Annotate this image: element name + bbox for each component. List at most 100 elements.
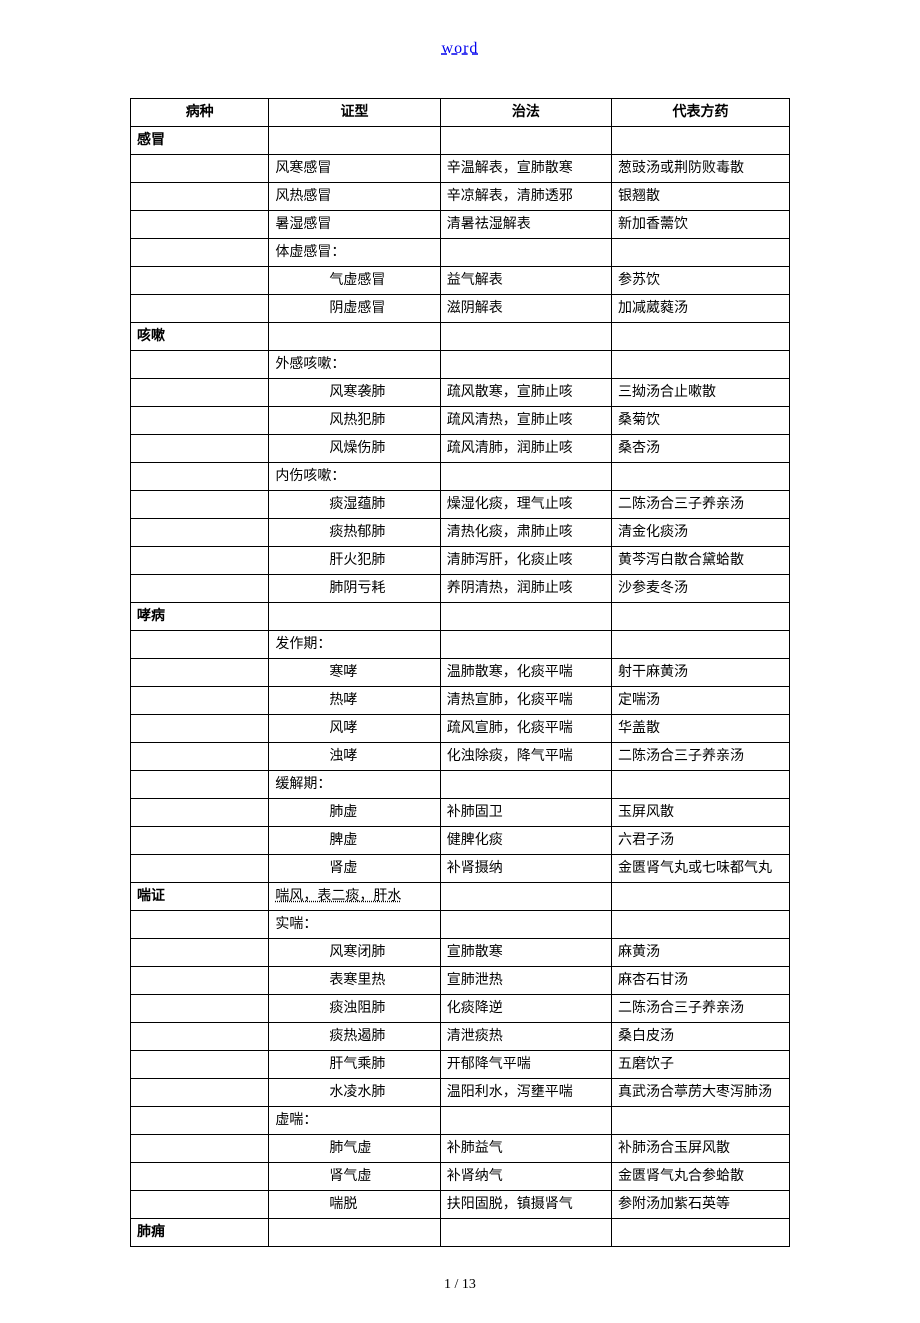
cell-treatment: 益气解表 — [440, 267, 611, 295]
cell-formula — [612, 771, 790, 799]
cell-treatment — [440, 239, 611, 267]
cell-formula: 参苏饮 — [612, 267, 790, 295]
cell-disease: 咳嗽 — [131, 323, 269, 351]
table-row: 肝气乘肺开郁降气平喘五磨饮子 — [131, 1051, 790, 1079]
cell-treatment — [440, 883, 611, 911]
cell-disease — [131, 799, 269, 827]
cell-formula: 葱豉汤或荆防败毒散 — [612, 155, 790, 183]
cell-formula: 补肺汤合玉屏风散 — [612, 1135, 790, 1163]
cell-disease — [131, 519, 269, 547]
cell-pattern: 肾气虚 — [269, 1163, 440, 1191]
cell-formula: 五磨饮子 — [612, 1051, 790, 1079]
cell-formula: 桑白皮汤 — [612, 1023, 790, 1051]
cell-treatment — [440, 911, 611, 939]
cell-formula: 三拗汤合止嗽散 — [612, 379, 790, 407]
cell-formula — [612, 239, 790, 267]
cell-treatment: 清肺泻肝，化痰止咳 — [440, 547, 611, 575]
cell-treatment: 补肾纳气 — [440, 1163, 611, 1191]
cell-disease — [131, 351, 269, 379]
cell-treatment: 清暑祛湿解表 — [440, 211, 611, 239]
cell-disease — [131, 827, 269, 855]
cell-disease — [131, 463, 269, 491]
cell-formula: 射干麻黄汤 — [612, 659, 790, 687]
cell-formula: 黄芩泻白散合黛蛤散 — [612, 547, 790, 575]
table-row: 外感咳嗽： — [131, 351, 790, 379]
cell-pattern: 表寒里热 — [269, 967, 440, 995]
cell-treatment: 补肾摄纳 — [440, 855, 611, 883]
cell-pattern: 痰热郁肺 — [269, 519, 440, 547]
cell-formula: 六君子汤 — [612, 827, 790, 855]
cell-formula: 加减葳蕤汤 — [612, 295, 790, 323]
cell-formula: 华盖散 — [612, 715, 790, 743]
table-row: 风哮疏风宣肺，化痰平喘华盖散 — [131, 715, 790, 743]
cell-treatment: 温阳利水，泻壅平喘 — [440, 1079, 611, 1107]
cell-disease — [131, 715, 269, 743]
table-row: 肺虚补肺固卫玉屏风散 — [131, 799, 790, 827]
cell-pattern — [269, 603, 440, 631]
cell-pattern: 虚喘： — [269, 1107, 440, 1135]
table-row: 痰湿蕴肺燥湿化痰，理气止咳二陈汤合三子养亲汤 — [131, 491, 790, 519]
cell-formula — [612, 463, 790, 491]
cell-formula: 金匮肾气丸合参蛤散 — [612, 1163, 790, 1191]
cell-pattern: 喘脱 — [269, 1191, 440, 1219]
table-row: 肝火犯肺清肺泻肝，化痰止咳黄芩泻白散合黛蛤散 — [131, 547, 790, 575]
table-row: 肾虚补肾摄纳金匮肾气丸或七味都气丸 — [131, 855, 790, 883]
cell-formula: 金匮肾气丸或七味都气丸 — [612, 855, 790, 883]
cell-treatment: 开郁降气平喘 — [440, 1051, 611, 1079]
cell-disease: 肺痈 — [131, 1219, 269, 1247]
cell-disease — [131, 1107, 269, 1135]
table-row: 热哮清热宣肺，化痰平喘定喘汤 — [131, 687, 790, 715]
cell-pattern: 缓解期： — [269, 771, 440, 799]
cell-formula: 定喘汤 — [612, 687, 790, 715]
cell-disease: 感冒 — [131, 127, 269, 155]
header-link: word — [130, 40, 790, 58]
cell-pattern: 体虚感冒： — [269, 239, 440, 267]
cell-pattern: 喘风，表二痰，肝水 — [269, 883, 440, 911]
table-row: 痰热遏肺清泄痰热桑白皮汤 — [131, 1023, 790, 1051]
cell-pattern: 痰湿蕴肺 — [269, 491, 440, 519]
table-row: 水凌水肺温阳利水，泻壅平喘真武汤合葶苈大枣泻肺汤 — [131, 1079, 790, 1107]
cell-pattern — [269, 1219, 440, 1247]
cell-pattern: 风哮 — [269, 715, 440, 743]
cell-disease — [131, 407, 269, 435]
cell-pattern: 肺阴亏耗 — [269, 575, 440, 603]
table-row: 肺痈 — [131, 1219, 790, 1247]
cell-disease — [131, 435, 269, 463]
cell-pattern: 实喘： — [269, 911, 440, 939]
cell-disease — [131, 855, 269, 883]
cell-pattern: 肝气乘肺 — [269, 1051, 440, 1079]
cell-treatment: 扶阳固脱，镇摄肾气 — [440, 1191, 611, 1219]
word-link[interactable]: word — [442, 40, 479, 57]
table-row: 发作期： — [131, 631, 790, 659]
cell-disease — [131, 1079, 269, 1107]
cell-disease — [131, 995, 269, 1023]
cell-treatment: 疏风清肺，润肺止咳 — [440, 435, 611, 463]
table-row: 感冒 — [131, 127, 790, 155]
cell-disease — [131, 967, 269, 995]
table-row: 风寒感冒辛温解表，宣肺散寒葱豉汤或荆防败毒散 — [131, 155, 790, 183]
cell-pattern: 肝火犯肺 — [269, 547, 440, 575]
cell-treatment: 宣肺散寒 — [440, 939, 611, 967]
cell-disease — [131, 379, 269, 407]
cell-formula: 麻黄汤 — [612, 939, 790, 967]
cell-pattern: 外感咳嗽： — [269, 351, 440, 379]
table-body: 感冒风寒感冒辛温解表，宣肺散寒葱豉汤或荆防败毒散风热感冒辛凉解表，清肺透邪银翘散… — [131, 127, 790, 1247]
table-row: 哮病 — [131, 603, 790, 631]
cell-pattern — [269, 323, 440, 351]
cell-treatment: 补肺益气 — [440, 1135, 611, 1163]
cell-formula: 玉屏风散 — [612, 799, 790, 827]
cell-disease — [131, 687, 269, 715]
cell-pattern: 暑湿感冒 — [269, 211, 440, 239]
cell-disease — [131, 939, 269, 967]
page-footer: 1 / 13 — [130, 1277, 790, 1293]
table-row: 痰热郁肺清热化痰，肃肺止咳清金化痰汤 — [131, 519, 790, 547]
cell-pattern: 热哮 — [269, 687, 440, 715]
table-row: 风寒闭肺宣肺散寒麻黄汤 — [131, 939, 790, 967]
cell-pattern: 脾虚 — [269, 827, 440, 855]
cell-treatment: 温肺散寒，化痰平喘 — [440, 659, 611, 687]
cell-pattern: 寒哮 — [269, 659, 440, 687]
cell-formula: 二陈汤合三子养亲汤 — [612, 743, 790, 771]
table-row: 内伤咳嗽： — [131, 463, 790, 491]
table-row: 缓解期： — [131, 771, 790, 799]
cell-disease — [131, 155, 269, 183]
